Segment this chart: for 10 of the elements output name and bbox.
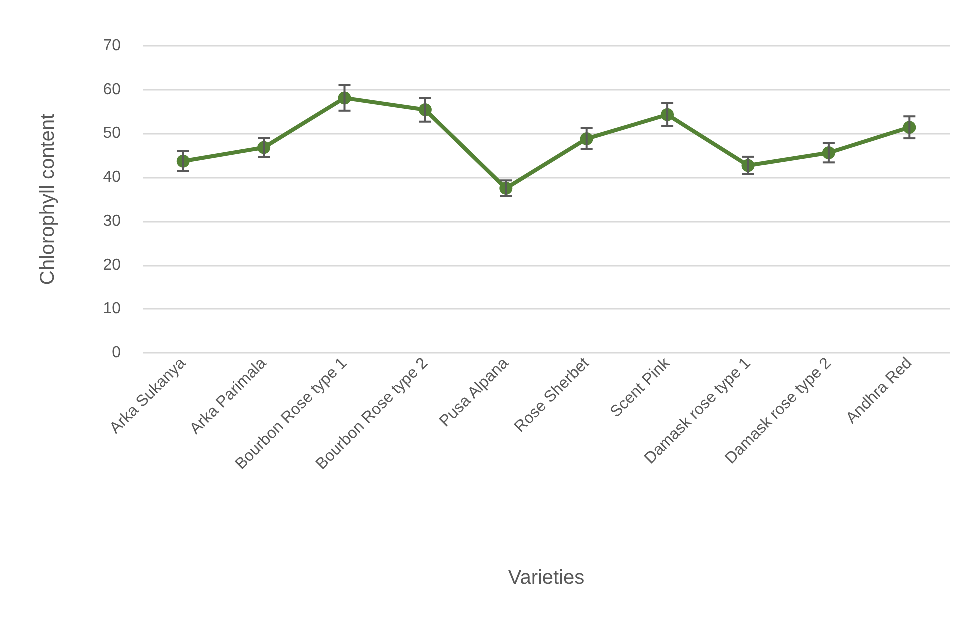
x-axis-title: Varieties <box>508 567 585 589</box>
y-tick-label: 70 <box>103 38 122 54</box>
y-tick-label: 40 <box>103 169 122 186</box>
y-tick-label: 60 <box>103 81 122 98</box>
y-tick-label: 0 <box>112 344 122 362</box>
y-tick-label: 50 <box>103 125 122 142</box>
y-axis-title: Chlorophyll content <box>37 113 59 286</box>
y-tick-label: 30 <box>103 212 122 230</box>
y-tick-label: 20 <box>103 256 122 274</box>
y-tick-label: 10 <box>103 300 122 318</box>
